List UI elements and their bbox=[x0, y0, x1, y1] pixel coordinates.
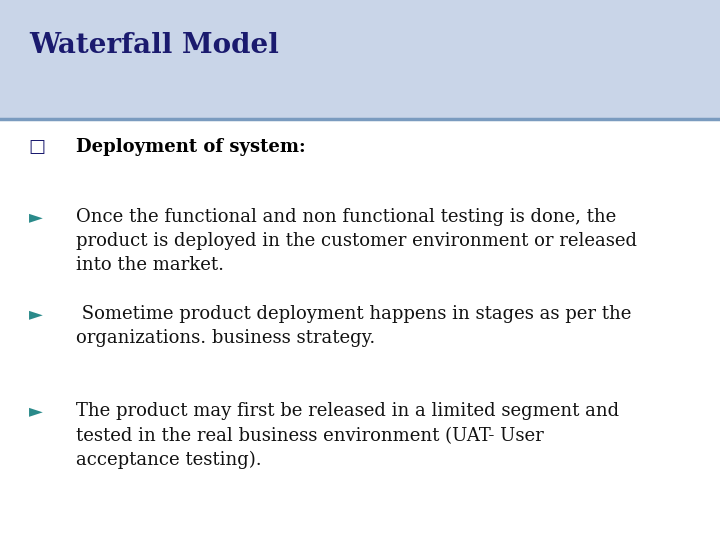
Text: Deployment of system:: Deployment of system: bbox=[76, 138, 305, 156]
Text: The product may first be released in a limited segment and
tested in the real bu: The product may first be released in a l… bbox=[76, 402, 618, 469]
Text: Sometime product deployment happens in stages as per the
organizations. business: Sometime product deployment happens in s… bbox=[76, 305, 631, 347]
Text: □: □ bbox=[29, 138, 46, 156]
FancyBboxPatch shape bbox=[0, 0, 720, 119]
Text: ►: ► bbox=[29, 402, 42, 420]
Text: Waterfall Model: Waterfall Model bbox=[29, 32, 279, 59]
Text: ►: ► bbox=[29, 305, 42, 323]
Text: Once the functional and non functional testing is done, the
product is deployed : Once the functional and non functional t… bbox=[76, 208, 636, 274]
FancyBboxPatch shape bbox=[0, 119, 720, 540]
Text: ►: ► bbox=[29, 208, 42, 226]
